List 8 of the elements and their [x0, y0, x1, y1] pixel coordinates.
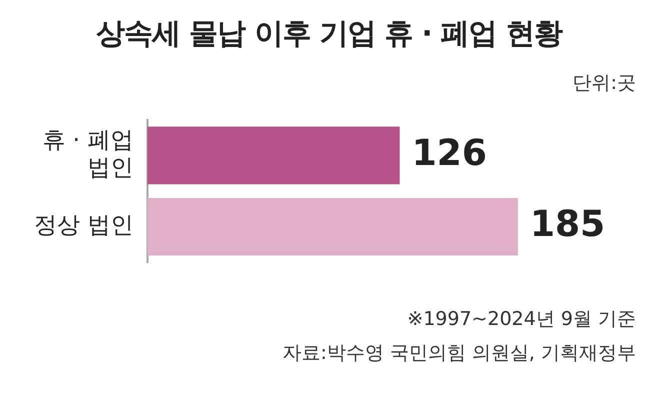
data-label: 185 — [530, 204, 606, 246]
y-tick-label: 휴 · 폐업 법인 — [42, 128, 134, 182]
text: 자료:박수영 국민의힘 의원실, 기획재정부 — [282, 341, 636, 366]
text: ※1997~2024년 9월 기준 — [406, 307, 636, 332]
text: 단위:곳 — [572, 71, 636, 96]
data-label: 126 — [412, 132, 487, 174]
chart-title: 상속세 물납 이후 기업 휴 · 폐업 현황 — [95, 15, 564, 52]
y-tick-label: 정상 법인 — [34, 212, 134, 239]
